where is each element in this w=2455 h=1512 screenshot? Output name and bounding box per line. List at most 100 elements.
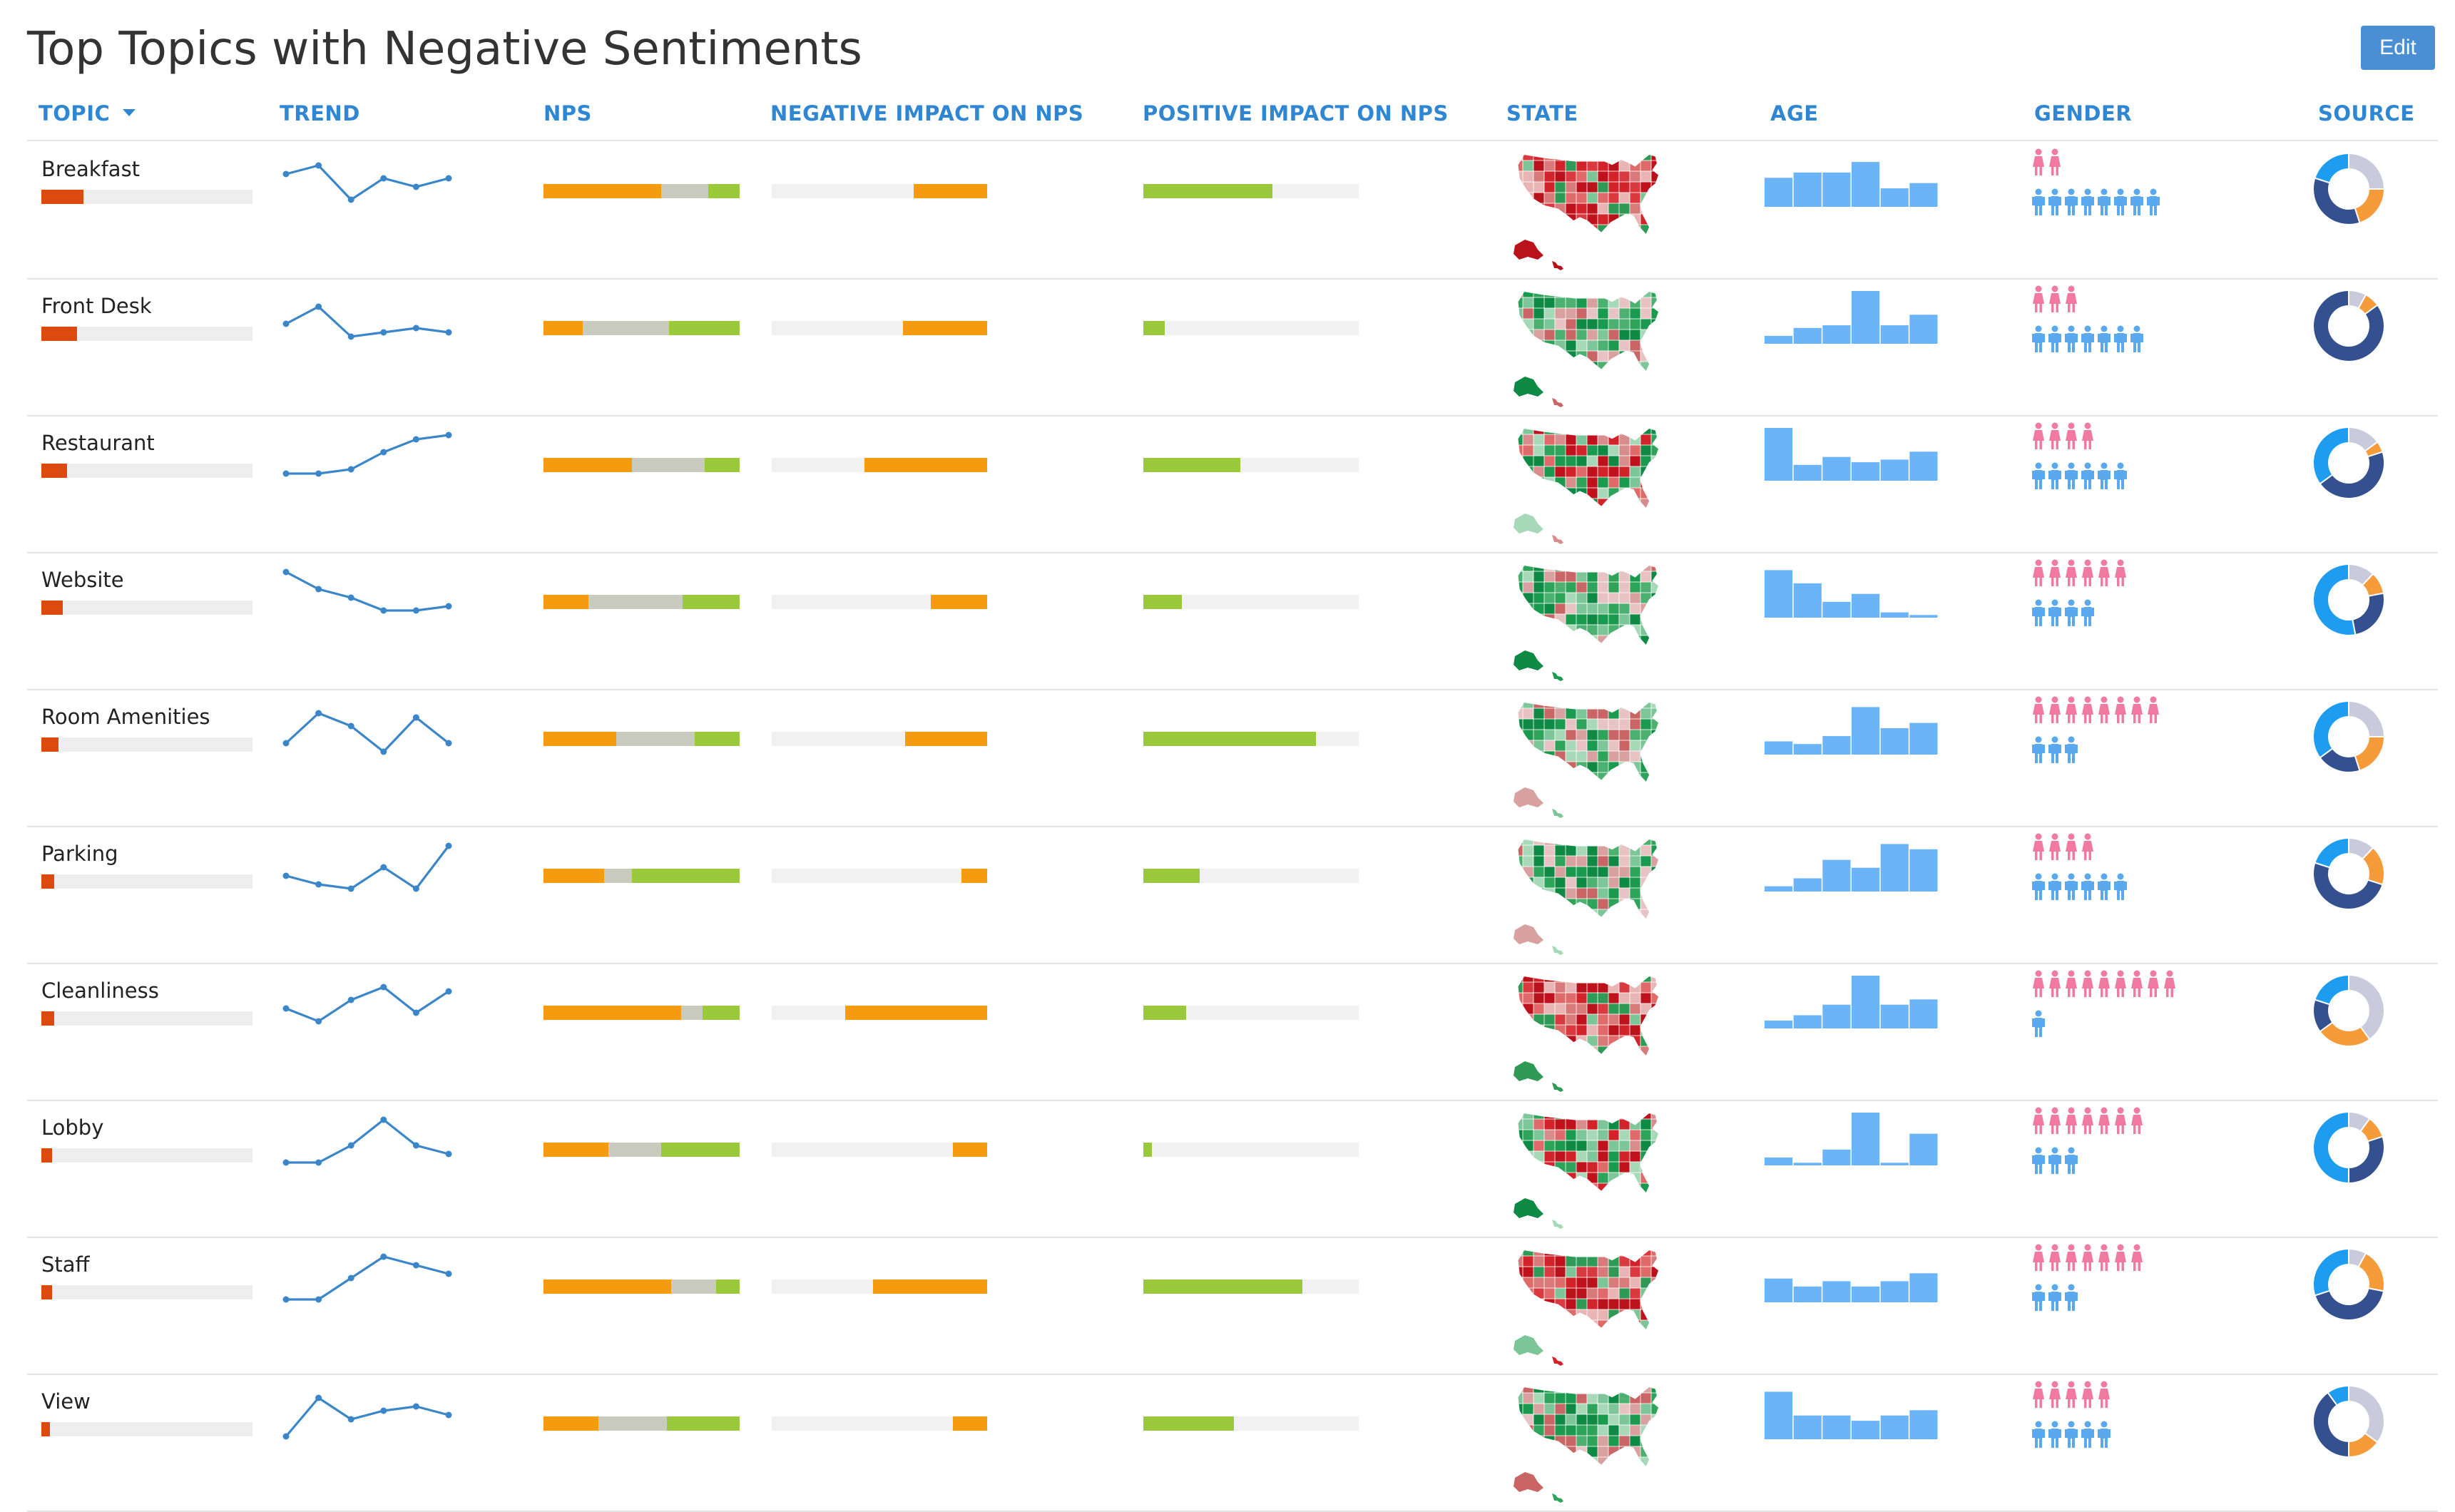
age-bar: [1793, 464, 1822, 481]
female-row: [2031, 1381, 2111, 1416]
topic-volume-fill: [41, 464, 67, 478]
column-header-negative-impact[interactable]: NEGATIVE IMPACT ON NPS: [770, 101, 1084, 126]
trend-point: [282, 1433, 290, 1440]
trend-point: [282, 170, 290, 178]
male-person-icon: [2065, 1284, 2078, 1311]
nps-detractor-segment: [543, 184, 661, 198]
topic-label[interactable]: View: [41, 1389, 91, 1414]
hawaii-shape: [1552, 672, 1563, 681]
topic-label[interactable]: Lobby: [41, 1115, 104, 1140]
topic-label[interactable]: Room Amenities: [41, 705, 210, 729]
hawaii-shape: [1552, 1083, 1563, 1092]
trend-point: [347, 722, 354, 730]
trend-point: [380, 175, 387, 182]
age-histogram: [1765, 707, 1938, 755]
positive-impact-fill: [1143, 732, 1316, 746]
table-row[interactable]: Parking: [0, 827, 2455, 964]
state-map: [1514, 292, 1659, 407]
column-header-positive-impact[interactable]: POSITIVE IMPACT ON NPS: [1143, 101, 1449, 126]
age-bar: [1880, 1163, 1909, 1165]
male-row: [2031, 1421, 2111, 1456]
column-header-topic[interactable]: TOPIC: [39, 101, 136, 126]
age-bar: [1852, 593, 1880, 618]
male-person-icon: [2032, 462, 2045, 489]
trend-point: [445, 1150, 452, 1158]
age-bar: [1909, 722, 1938, 755]
topic-header-label: TOPIC: [39, 101, 111, 126]
table-row[interactable]: Lobby: [0, 1101, 2455, 1238]
female-person-icon: [2098, 696, 2110, 723]
table-row[interactable]: Staff: [0, 1238, 2455, 1375]
trend-point: [412, 1142, 419, 1149]
trend-point: [412, 436, 419, 443]
trend-point: [445, 175, 452, 182]
male-person-icon: [2081, 1421, 2094, 1448]
male-person-icon: [2065, 462, 2078, 489]
table-row[interactable]: Restaurant: [0, 417, 2455, 553]
topic-volume-bar: [41, 1285, 252, 1299]
source-segment: [2312, 862, 2384, 910]
female-person-icon: [2066, 1381, 2077, 1408]
column-header-gender[interactable]: GENDER: [2034, 101, 2133, 126]
alaska-shape: [1514, 650, 1543, 670]
female-person-icon: [2148, 970, 2159, 997]
negative-impact-fill: [952, 1416, 987, 1431]
male-person-icon: [2147, 188, 2160, 215]
row-divider: [27, 1100, 2438, 1101]
gender-pictogram: [2031, 148, 2160, 224]
positive-impact-bar: [1143, 184, 1359, 198]
age-bar: [1765, 886, 1793, 892]
age-bar: [1852, 1113, 1880, 1165]
age-bar: [1909, 1273, 1938, 1302]
age-bar: [1822, 1415, 1851, 1439]
age-bar: [1880, 325, 1909, 344]
trend-point: [315, 1018, 322, 1025]
topic-label[interactable]: Parking: [41, 842, 118, 866]
table-row[interactable]: Website: [0, 553, 2455, 690]
negative-impact-fill: [952, 1143, 987, 1157]
nps-bar: [543, 1143, 740, 1157]
table-row[interactable]: Room Amenities: [0, 690, 2455, 827]
age-histogram: [1765, 976, 1938, 1028]
nps-promoter-segment: [716, 1279, 740, 1294]
topic-label[interactable]: Breakfast: [41, 157, 141, 181]
column-header-source[interactable]: SOURCE: [2318, 101, 2415, 126]
table-row[interactable]: Cleanliness: [0, 964, 2455, 1101]
age-bar: [1793, 172, 1822, 207]
edit-button[interactable]: Edit: [2361, 26, 2435, 70]
table-row[interactable]: Breakfast: [0, 143, 2455, 280]
topic-label[interactable]: Cleanliness: [41, 979, 159, 1003]
topic-volume-bar: [41, 327, 252, 341]
topic-label[interactable]: Restaurant: [41, 431, 155, 455]
male-person-icon: [2065, 1421, 2078, 1448]
negative-impact-fill: [864, 458, 987, 472]
column-header-state[interactable]: STATE: [1506, 101, 1578, 126]
female-row: [2031, 422, 2128, 458]
column-header-nps[interactable]: NPS: [543, 101, 592, 126]
table-row[interactable]: Front Desk: [0, 280, 2455, 417]
nps-passive-segment: [680, 1006, 703, 1020]
age-histogram: [1765, 570, 1938, 618]
male-row: [2031, 599, 2128, 635]
column-header-trend[interactable]: TREND: [280, 101, 360, 126]
source-segment: [2348, 700, 2386, 737]
male-person-icon: [2081, 462, 2094, 489]
trend-point: [445, 603, 452, 610]
negative-impact-bar: [772, 321, 987, 335]
table-row[interactable]: View: [0, 1375, 2455, 1512]
source-donut: [2312, 837, 2385, 910]
nps-detractor-segment: [543, 595, 589, 609]
trend-sparkline: [282, 1116, 452, 1166]
positive-impact-fill: [1143, 1416, 1234, 1431]
nps-promoter-segment: [708, 184, 740, 198]
source-segment: [2312, 1110, 2349, 1185]
male-person-icon: [2098, 188, 2111, 215]
topic-label[interactable]: Website: [41, 568, 124, 592]
sort-down-icon[interactable]: [123, 109, 136, 116]
age-bar: [1793, 583, 1822, 618]
topic-label[interactable]: Front Desk: [41, 294, 152, 318]
column-header-age[interactable]: AGE: [1770, 101, 1819, 126]
trend-point: [347, 1142, 354, 1149]
nps-detractor-segment: [543, 1279, 671, 1294]
topic-label[interactable]: Staff: [41, 1252, 90, 1277]
